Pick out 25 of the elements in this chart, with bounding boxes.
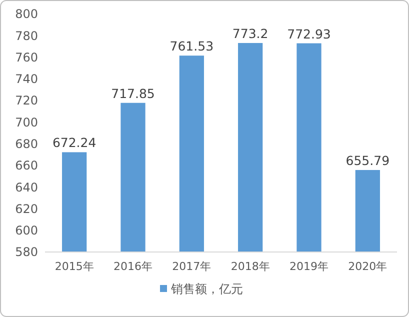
- x-tick-label: 2016年: [114, 260, 152, 273]
- y-tick-label: 780: [15, 28, 38, 43]
- y-tick-label: 760: [15, 50, 38, 64]
- data-label: 773.2: [232, 26, 268, 41]
- y-tick-label: 620: [15, 202, 38, 216]
- data-label: 655.79: [346, 153, 390, 168]
- y-tick-label: 680: [15, 137, 38, 152]
- y-tick-label: 580: [15, 245, 38, 260]
- x-tick-label: 2018年: [230, 260, 270, 273]
- x-tick-label: 2019年: [290, 260, 328, 273]
- y-tick-label: 800: [15, 7, 38, 22]
- x-tick-label: 2017年: [172, 260, 212, 273]
- data-label: 717.85: [111, 86, 155, 101]
- y-tick-label: 660: [15, 158, 38, 173]
- y-tick-label: 700: [15, 115, 38, 130]
- data-label: 761.53: [170, 38, 214, 54]
- y-tick-label: 640: [15, 180, 38, 194]
- y-tick-label: 740: [15, 72, 38, 86]
- data-label: 772.93: [287, 26, 331, 42]
- y-tick-label: 600: [15, 224, 38, 238]
- x-tick-label: 2020年: [348, 260, 388, 273]
- legend-label: 销售额，亿元: [170, 282, 243, 296]
- y-tick-label: 720: [15, 94, 38, 108]
- data-label: 672.24: [52, 135, 96, 150]
- x-tick-label: 2015年: [54, 260, 94, 273]
